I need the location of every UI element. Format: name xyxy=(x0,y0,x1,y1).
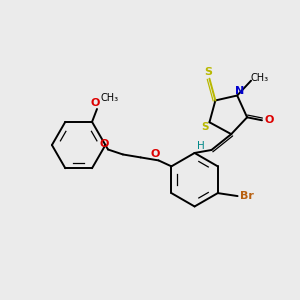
Text: O: O xyxy=(99,139,109,148)
Text: O: O xyxy=(151,149,160,160)
Text: S: S xyxy=(205,67,212,77)
Text: O: O xyxy=(90,98,100,108)
Text: N: N xyxy=(235,85,244,96)
Text: CH₃: CH₃ xyxy=(101,93,119,103)
Text: Br: Br xyxy=(239,191,254,201)
Text: S: S xyxy=(202,122,209,132)
Text: H: H xyxy=(197,141,204,151)
Text: CH₃: CH₃ xyxy=(251,73,269,83)
Text: O: O xyxy=(264,115,274,125)
